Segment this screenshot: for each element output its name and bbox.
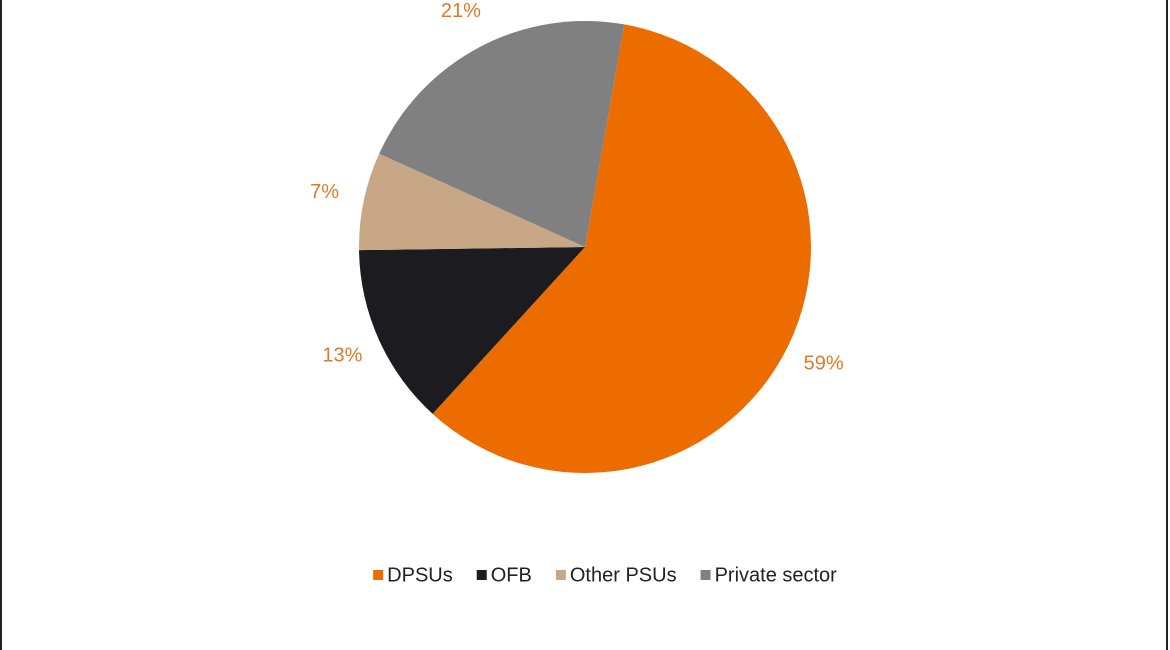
legend-label: Other PSUs (570, 564, 677, 586)
legend-label: DPSUs (387, 564, 453, 586)
legend-label: Private sector (715, 564, 838, 586)
data-label: 7% (310, 181, 339, 203)
pie: 59% 13% 7% 21% (310, 0, 844, 473)
legend-swatch (700, 570, 711, 580)
data-label: 59% (804, 353, 844, 375)
legend-swatch (555, 570, 566, 580)
data-label: 21% (441, 0, 481, 22)
pie-slice (379, 21, 625, 247)
data-label: 13% (322, 344, 362, 366)
legend-swatch (373, 570, 384, 580)
pie-slice (359, 247, 585, 414)
legend: DPSUs OFB Other PSUs Private sector (373, 564, 837, 586)
pie-slice (359, 153, 585, 251)
legend-swatch (476, 570, 487, 580)
pie-slice (432, 24, 811, 473)
legend-label: OFB (491, 564, 532, 586)
